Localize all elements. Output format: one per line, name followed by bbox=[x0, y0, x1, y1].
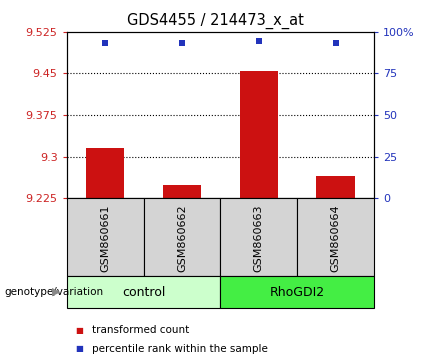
Text: ■: ■ bbox=[75, 344, 83, 353]
Text: ■: ■ bbox=[75, 326, 83, 335]
Text: control: control bbox=[122, 286, 165, 298]
Bar bbox=[86, 148, 124, 198]
Bar bbox=[297, 198, 374, 276]
Text: transformed count: transformed count bbox=[92, 325, 190, 335]
Text: RhoGDI2: RhoGDI2 bbox=[270, 286, 325, 298]
Text: GDS4455 / 214473_x_at: GDS4455 / 214473_x_at bbox=[126, 12, 304, 29]
Bar bbox=[221, 198, 297, 276]
Bar bbox=[67, 198, 144, 276]
Bar bbox=[240, 71, 278, 198]
Text: percentile rank within the sample: percentile rank within the sample bbox=[92, 344, 268, 354]
Text: genotype/variation: genotype/variation bbox=[4, 287, 104, 297]
Bar bbox=[316, 176, 355, 198]
Text: GSM860661: GSM860661 bbox=[100, 205, 110, 272]
Bar bbox=[67, 276, 221, 308]
Text: GSM860662: GSM860662 bbox=[177, 205, 187, 272]
Text: GSM860664: GSM860664 bbox=[331, 205, 341, 272]
Bar bbox=[144, 198, 221, 276]
Text: ▶: ▶ bbox=[52, 287, 60, 297]
Bar bbox=[163, 185, 201, 198]
Text: GSM860663: GSM860663 bbox=[254, 205, 264, 272]
Bar bbox=[221, 276, 374, 308]
